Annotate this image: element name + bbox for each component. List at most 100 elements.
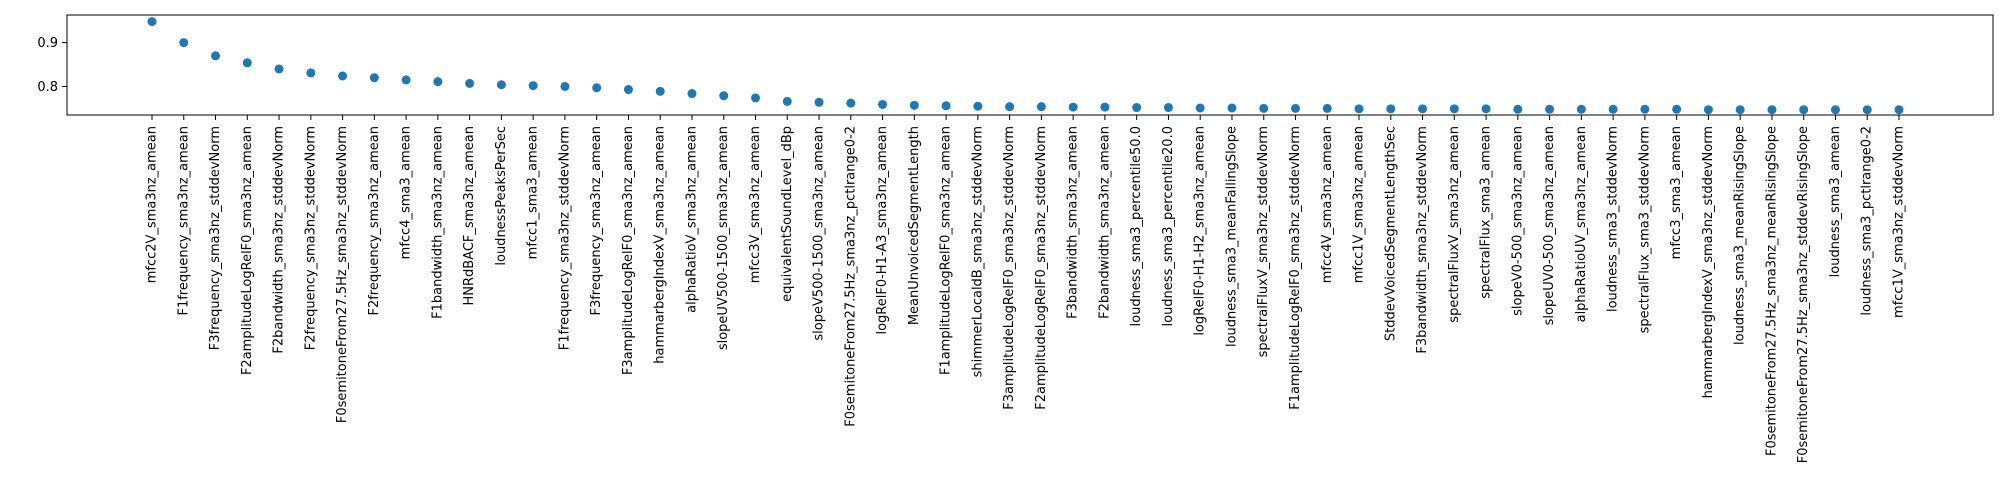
- x-tick-label: F3frequency_sma3nz_amean: [589, 126, 604, 316]
- x-tick-label: mfcc1_sma3_amean: [526, 126, 541, 259]
- x-tick-label: F2bandwidth_sma3nz_stddevNorm: [272, 126, 287, 354]
- data-point: [1576, 104, 1586, 114]
- x-tick-label: hammarbergIndexV_sma3nz_stddevNorm: [1701, 126, 1716, 398]
- data-point: [1386, 104, 1396, 114]
- data-point: [1100, 102, 1110, 112]
- x-tick-label: F1frequency_sma3nz_amean: [176, 126, 191, 316]
- x-tick-label: mfcc2V_sma3nz_amean: [145, 126, 160, 283]
- data-point: [719, 91, 729, 101]
- data-point: [846, 98, 856, 108]
- x-tick-label: F1bandwidth_sma3nz_amean: [430, 126, 445, 319]
- x-tick-label: F2amplitudeLogRelF0_sma3nz_amean: [240, 126, 255, 375]
- data-point: [909, 100, 919, 110]
- y-tick-label: 0.8: [37, 80, 58, 95]
- data-point: [1195, 103, 1205, 113]
- data-point: [338, 71, 348, 81]
- x-tick-label: F2frequency_sma3nz_stddevNorm: [303, 126, 318, 350]
- data-point: [1322, 103, 1332, 113]
- x-tick-label: equivalentSoundLevel_dBp: [780, 126, 795, 302]
- x-tick-label: mfcc3V_sma3nz_amean: [748, 126, 763, 283]
- x-tick-label: slopeV0-500_sma3nz_amean: [1510, 126, 1525, 316]
- x-tick-label: mfcc1V_sma3nz_amean: [1352, 126, 1367, 283]
- plot-frame: [66, 14, 1994, 116]
- x-tick-label: loudness_sma3_meanRisingSlope: [1733, 126, 1748, 345]
- data-point: [1513, 104, 1523, 114]
- x-tick-label: F3bandwidth_sma3nz_stddevNorm: [1415, 126, 1430, 354]
- data-point: [1672, 104, 1682, 114]
- data-point: [878, 99, 888, 109]
- x-tick-label: F3bandwidth_sma3nz_amean: [1066, 126, 1081, 319]
- x-tick-label: spectralFluxV_sma3nz_amean: [1447, 126, 1462, 323]
- x-tick-label: logRelF0-H1-A3_sma3nz_amean: [875, 126, 890, 335]
- x-tick-label: hammarbergIndexV_sma3nz_amean: [653, 126, 668, 364]
- x-tick-label: loudness_sma3_amean: [1828, 126, 1843, 277]
- x-tick-label: F1amplitudeLogRelF0_sma3nz_amean: [939, 126, 954, 375]
- data-point: [1640, 104, 1650, 114]
- data-point: [1354, 104, 1364, 114]
- x-tick-label: MeanUnvoicedSegmentLength: [907, 126, 922, 325]
- x-tick-label: StddevVoicedSegmentLengthSec: [1383, 126, 1398, 341]
- data-point: [1005, 102, 1015, 112]
- data-point: [1163, 103, 1173, 113]
- data-point: [369, 73, 379, 83]
- y-tick-label: 0.9: [37, 36, 58, 51]
- data-point: [1068, 102, 1078, 112]
- data-point: [1767, 105, 1777, 115]
- x-tick-label: F0semitoneFrom27.5Hz_sma3nz_stddevNorm: [335, 126, 350, 423]
- x-tick-label: slopeUV500-1500_sma3nz_amean: [716, 126, 731, 350]
- data-point: [433, 77, 443, 87]
- x-tick-label: logRelF0-H1-H2_sma3nz_amean: [1193, 126, 1208, 336]
- data-point: [592, 83, 602, 93]
- x-tick-label: mfcc4_sma3_amean: [399, 126, 414, 259]
- data-point: [1799, 105, 1809, 115]
- data-point: [1894, 105, 1904, 115]
- data-point: [496, 80, 506, 90]
- x-tick-label: F0semitoneFrom27.5Hz_sma3nz_meanRisingSl…: [1764, 126, 1779, 456]
- data-point: [528, 81, 538, 91]
- x-tick-label: F3amplitudeLogRelF0_sma3nz_amean: [621, 126, 636, 375]
- x-tick-label: mfcc1V_sma3nz_stddevNorm: [1892, 126, 1907, 318]
- data-point: [306, 68, 316, 78]
- x-tick-label: F0semitoneFrom27.5Hz_sma3nz_pctlrange0-2: [843, 126, 858, 427]
- x-tick-label: alphaRatioV_sma3nz_amean: [684, 126, 699, 313]
- x-tick-label: F2frequency_sma3nz_amean: [367, 126, 382, 316]
- y-axis: 0.8 0.9: [37, 36, 67, 95]
- data-point: [1481, 104, 1491, 114]
- data-points: [147, 17, 1904, 115]
- data-point: [973, 101, 983, 111]
- x-tick-label: HNRdBACF_sma3nz_amean: [462, 126, 477, 306]
- x-tick-label: mfcc3_sma3_amean: [1669, 126, 1684, 259]
- data-point: [179, 38, 189, 48]
- data-point: [655, 86, 665, 96]
- data-point: [1735, 105, 1745, 115]
- x-tick-label: alphaRatioUV_sma3nz_amean: [1574, 126, 1589, 322]
- data-point: [751, 93, 761, 103]
- data-point: [560, 81, 570, 91]
- data-point: [1132, 103, 1142, 113]
- data-point: [1703, 105, 1713, 115]
- data-point: [1449, 104, 1459, 114]
- x-tick-label: F1frequency_sma3nz_stddevNorm: [557, 126, 572, 350]
- x-tick-label: loudness_sma3_percentile50.0: [1129, 126, 1144, 326]
- data-point: [274, 64, 284, 74]
- x-tick-label: spectralFlux_sma3_stddevNorm: [1637, 126, 1652, 333]
- x-tick-label: mfcc4V_sma3nz_amean: [1320, 126, 1335, 283]
- data-point: [465, 78, 475, 88]
- data-point: [147, 17, 157, 27]
- data-point: [242, 58, 252, 68]
- data-point: [1036, 102, 1046, 112]
- x-tick-label: F2amplitudeLogRelF0_sma3nz_stddevNorm: [1034, 126, 1049, 410]
- x-tick-label: slopeUV0-500_sma3nz_amean: [1542, 126, 1557, 325]
- data-point: [623, 85, 633, 95]
- data-point: [401, 75, 411, 85]
- x-tick-label: spectralFlux_sma3_amean: [1479, 126, 1494, 299]
- data-point: [1259, 103, 1269, 113]
- data-point: [1862, 105, 1872, 115]
- x-tick-label: loudness_sma3_pctlrange0-2: [1860, 126, 1875, 316]
- data-point: [1290, 103, 1300, 113]
- x-tick-label: spectralFluxV_sma3nz_stddevNorm: [1256, 126, 1271, 357]
- data-point: [941, 101, 951, 111]
- data-point: [1830, 105, 1840, 115]
- x-tick-label: loudness_sma3_percentile20.0: [1161, 126, 1176, 326]
